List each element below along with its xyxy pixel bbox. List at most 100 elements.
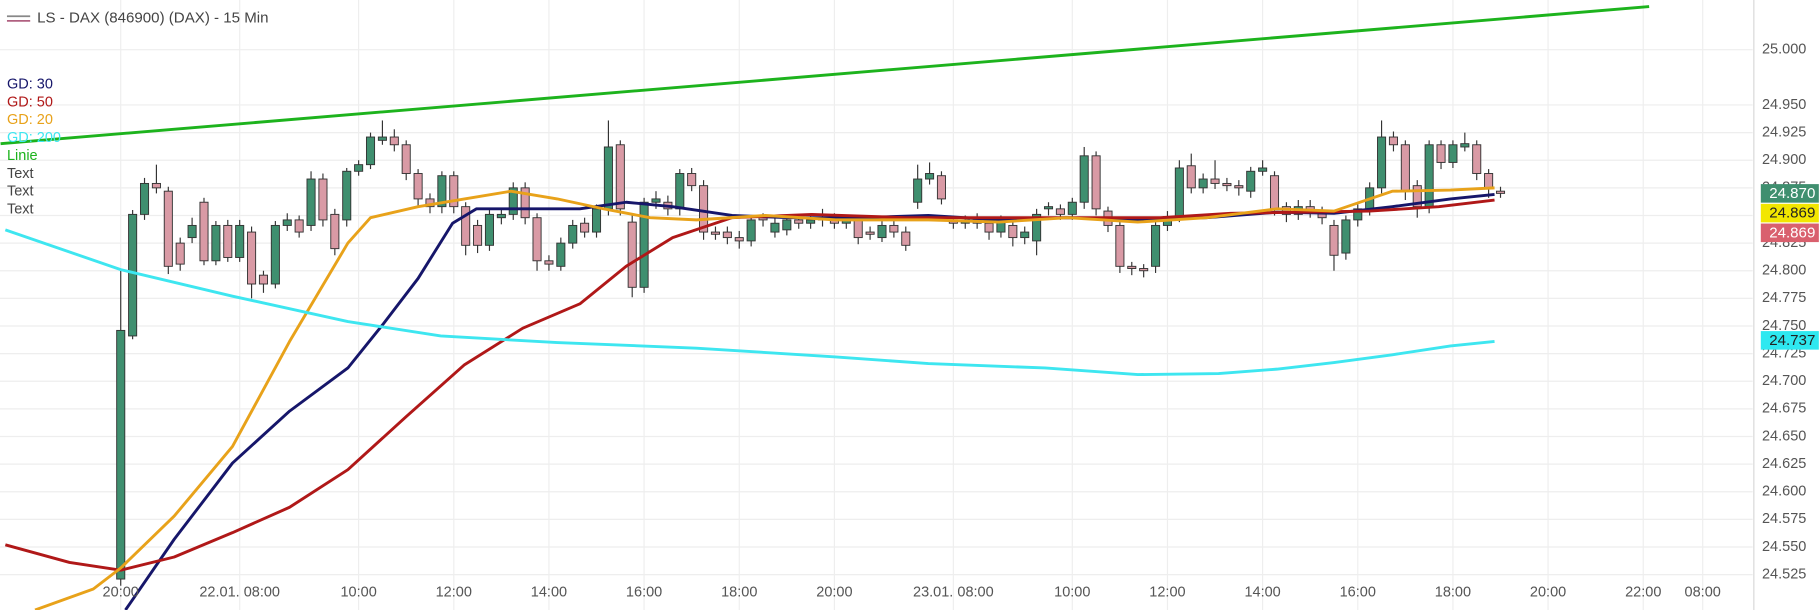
candle-body — [139, 182, 150, 215]
candle-body — [806, 219, 816, 224]
y-tick-label: 24.900 — [1762, 152, 1806, 168]
y-tick-label: 24.675 — [1762, 401, 1806, 417]
series-line — [34, 186, 1495, 610]
candle-body — [1377, 136, 1387, 189]
candle-body — [770, 222, 780, 233]
candle-body — [865, 231, 875, 235]
candle-body — [853, 219, 863, 239]
x-tick-label: 12:00 — [436, 584, 472, 600]
candle-body — [294, 219, 304, 233]
candle-body — [1472, 144, 1482, 174]
y-tick-label: 24.625 — [1762, 456, 1806, 472]
candle-body — [722, 231, 732, 239]
candle-body — [401, 144, 411, 174]
candle-body — [187, 224, 197, 239]
candle-body — [925, 173, 935, 180]
candle-body — [1115, 224, 1125, 267]
x-tick-label: 12:00 — [1149, 584, 1185, 600]
y-tick-label: 24.700 — [1762, 373, 1806, 389]
candle-body — [1424, 144, 1434, 208]
candle-body — [687, 173, 697, 187]
price-tag — [1760, 223, 1819, 243]
candle-body — [1484, 173, 1494, 189]
candle-body — [330, 213, 340, 250]
candle-body — [1222, 182, 1232, 187]
candle-body — [734, 237, 744, 242]
plot-area — [0, 5, 1650, 610]
candle-body — [710, 231, 720, 235]
x-tick-label: 10:00 — [1054, 584, 1090, 600]
candle-body — [1032, 213, 1042, 242]
candle-body — [615, 144, 625, 210]
candle-body — [877, 224, 887, 239]
candle-body — [699, 185, 709, 233]
x-tick-label: 14:00 — [1244, 584, 1280, 600]
candle-body — [889, 224, 899, 233]
candle-body — [258, 274, 268, 285]
candle-body — [936, 175, 946, 200]
candle-body — [163, 190, 173, 267]
x-tick-label: 20:00 — [1530, 584, 1566, 600]
candle-body — [1020, 231, 1030, 239]
price-tag-label: 24.870 — [1769, 185, 1815, 202]
price-tag — [1760, 184, 1819, 203]
candle-body — [1341, 219, 1351, 254]
candle-body — [282, 219, 292, 226]
price-tag-label: 24.737 — [1769, 332, 1815, 349]
candle-body — [1246, 170, 1256, 192]
candle-body — [1055, 208, 1065, 215]
candle-body — [580, 222, 590, 233]
candle-body — [354, 164, 364, 172]
y-tick-label: 24.800 — [1762, 263, 1806, 279]
candle-body — [1269, 175, 1280, 210]
x-tick-label: 10:00 — [340, 584, 376, 600]
candle-body — [1174, 167, 1184, 218]
candle-body — [591, 208, 602, 233]
candle-body — [1127, 265, 1137, 269]
x-tick-label: 16:00 — [626, 584, 662, 600]
price-tag — [1760, 331, 1819, 350]
candle-body — [675, 173, 685, 210]
legend: GD: 30 GD: 50 GD: 20 GD: 200 Linie Text Text Te… — [7, 76, 61, 217]
candle-body — [318, 178, 328, 221]
price-tag-label: 24.869 — [1769, 224, 1815, 241]
candle-body — [544, 260, 554, 265]
candle-body — [1400, 144, 1410, 192]
candle-body — [901, 231, 911, 246]
candle-body — [984, 222, 994, 233]
candle-body — [151, 182, 161, 189]
candle-body — [270, 224, 280, 285]
x-tick-label: 20:00 — [103, 584, 139, 600]
chart-title: LS - DAX (846900) (DAX) - 15 Min — [37, 10, 268, 27]
y-tick-label: 24.750 — [1762, 318, 1806, 334]
candle-body — [746, 219, 756, 242]
candle-body — [235, 224, 245, 258]
candle-body — [1329, 224, 1339, 256]
candle-body — [413, 173, 423, 200]
candle-body — [223, 224, 233, 258]
y-tick-label: 24.950 — [1762, 97, 1806, 113]
candle-body — [1234, 185, 1244, 189]
candle-body — [377, 136, 387, 141]
candle-body — [1388, 136, 1398, 146]
candle-body — [199, 201, 209, 262]
x-tick-label: 16:00 — [1340, 584, 1376, 600]
legend-entry: GD: 20 — [7, 112, 53, 128]
candle-body — [1008, 224, 1018, 239]
price-axis: 24.525 24.550 24.575 24.600 24.625 24.650 24.6… — [103, 42, 1819, 600]
x-tick-label: 22:00 — [1625, 584, 1661, 600]
candle-body — [1495, 190, 1506, 194]
candle-body — [1460, 143, 1470, 148]
x-tick-label: 20:00 — [816, 584, 852, 600]
legend-entry: Text — [7, 166, 34, 182]
candle-body — [1210, 178, 1220, 184]
price-tag — [1760, 203, 1819, 223]
candle-body — [175, 242, 185, 265]
candle-body — [520, 187, 530, 219]
series-line — [4, 228, 1495, 377]
candle-body — [1079, 155, 1089, 203]
legend-entry: Linie — [7, 148, 38, 164]
candle-body — [473, 224, 483, 246]
